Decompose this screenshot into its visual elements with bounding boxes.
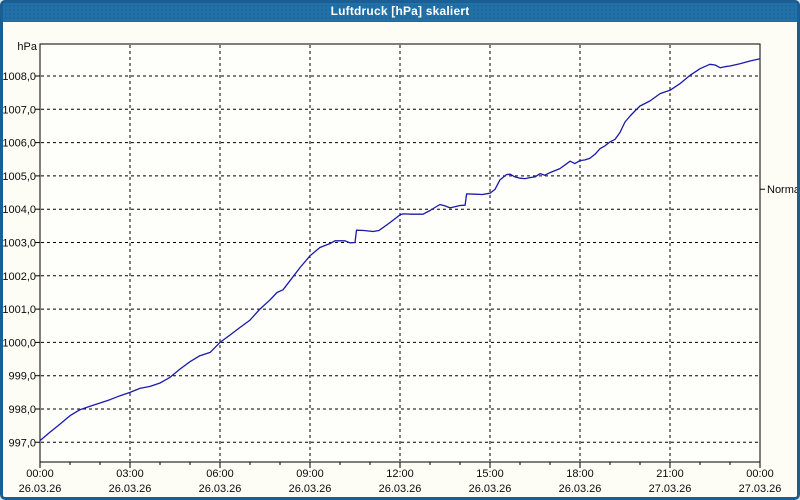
y-tick-label: 999,0 bbox=[8, 371, 36, 383]
x-tick-time-label: 21:00 bbox=[656, 468, 684, 480]
x-tick-time-label: 09:00 bbox=[296, 468, 324, 480]
x-tick-time-label: 15:00 bbox=[476, 468, 504, 480]
pressure-line bbox=[39, 58, 761, 442]
x-tick-date-label: 26.03.26 bbox=[289, 483, 332, 495]
y-tick-label: 1001,0 bbox=[2, 304, 36, 316]
y-tick-label: 1002,0 bbox=[2, 271, 36, 283]
y-tick-label: 1004,0 bbox=[2, 204, 36, 216]
y-tick-label: 1005,0 bbox=[2, 171, 36, 183]
y-tick-label: 1008,0 bbox=[2, 71, 36, 83]
x-tick-time-label: 12:00 bbox=[386, 468, 414, 480]
window-title: Luftdruck [hPa] skaliert bbox=[330, 4, 470, 18]
y-axis-unit-label: hPa bbox=[17, 41, 37, 53]
x-tick-date-label: 27.03.26 bbox=[649, 483, 692, 495]
x-tick-time-label: 00:00 bbox=[746, 468, 774, 480]
x-tick-time-label: 00:00 bbox=[26, 468, 54, 480]
x-tick-date-label: 26.03.26 bbox=[379, 483, 422, 495]
x-tick-time-label: 06:00 bbox=[206, 468, 234, 480]
x-tick-date-label: 26.03.26 bbox=[19, 483, 62, 495]
x-tick-time-label: 18:00 bbox=[566, 468, 594, 480]
y-tick-label: 1007,0 bbox=[2, 104, 36, 116]
x-tick-date-label: 26.03.26 bbox=[469, 483, 512, 495]
normal-marker-label: Normal bbox=[767, 184, 800, 196]
window-titlebar[interactable]: Luftdruck [hPa] skaliert bbox=[0, 0, 800, 22]
x-tick-date-label: 27.03.26 bbox=[739, 483, 782, 495]
y-tick-label: 997,0 bbox=[8, 437, 36, 449]
x-tick-date-label: 26.03.26 bbox=[559, 483, 602, 495]
y-tick-label: 1000,0 bbox=[2, 337, 36, 349]
y-tick-label: 1003,0 bbox=[2, 238, 36, 250]
x-tick-date-label: 26.03.26 bbox=[199, 483, 242, 495]
y-tick-label: 998,0 bbox=[8, 404, 36, 416]
x-tick-date-label: 26.03.26 bbox=[109, 483, 152, 495]
x-tick-time-label: 03:00 bbox=[116, 468, 144, 480]
y-tick-label: 1006,0 bbox=[2, 138, 36, 150]
